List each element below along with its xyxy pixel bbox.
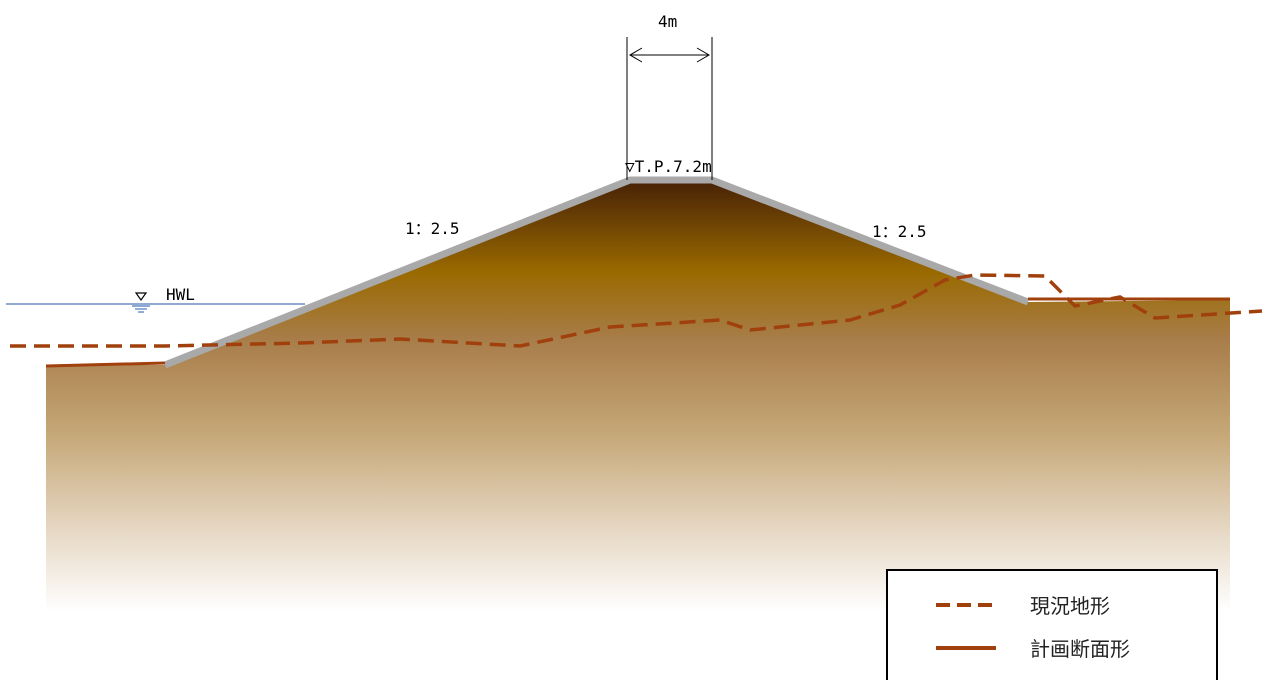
crest-dim-arrow [629, 47, 710, 63]
legend-label-existing: 現況地形 [1030, 594, 1110, 618]
planned-ground-line-left [45, 361, 166, 368]
existing-terrain-line [10, 273, 1263, 348]
crest-width-label: 4m [658, 12, 677, 31]
levee-surface [163, 176, 1030, 369]
water-level-symbol [132, 292, 150, 313]
legend-box [886, 569, 1218, 680]
legend: 現況地形 計画断面形 [886, 569, 1218, 680]
slope-left-label: 1：2.5 [405, 219, 460, 238]
legend-label-planned: 計画断面形 [1030, 637, 1130, 661]
earth-body [46, 180, 1230, 610]
crest-elevation-label: ▽T.P.7.2m [625, 157, 712, 176]
hwl-label: HWL [166, 285, 195, 304]
slope-right-label: 1：2.5 [872, 222, 927, 241]
